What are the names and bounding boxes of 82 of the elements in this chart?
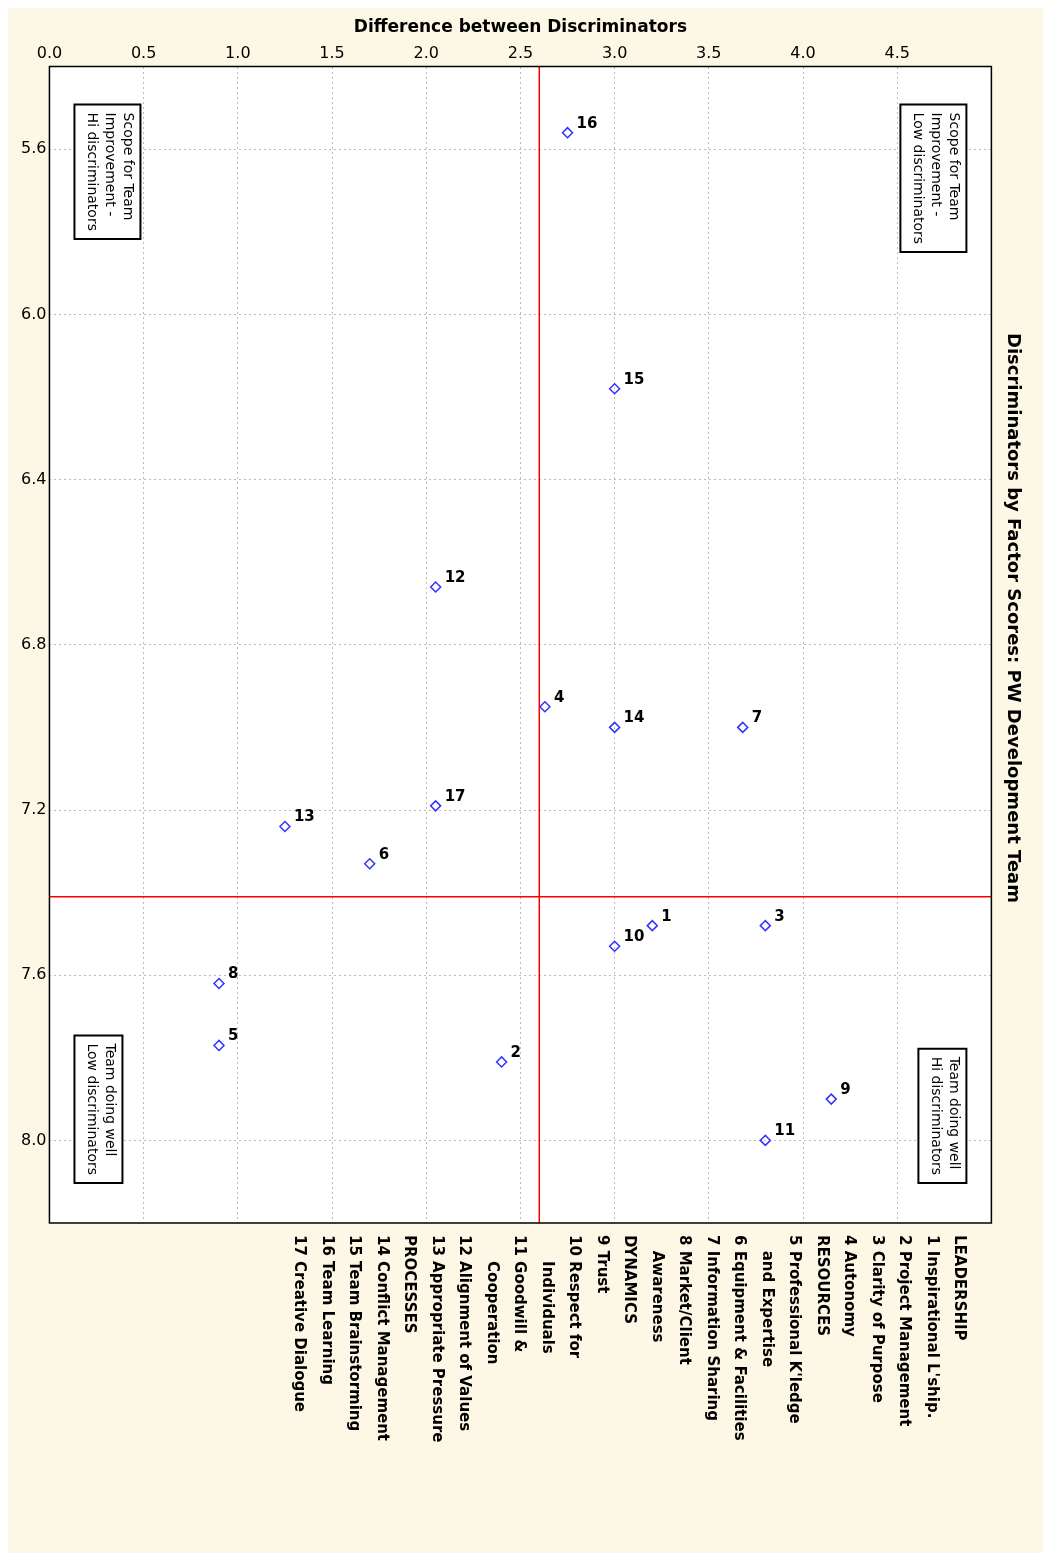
- text: 4 Autonomy: [841, 1235, 860, 1338]
- text: Discriminators by Factor Scores: PW Development Team: [1003, 332, 1025, 904]
- text: 7 Information Sharing: [703, 1235, 722, 1421]
- x-tick-label: 1.5: [319, 43, 345, 63]
- point: [736, 721, 749, 734]
- y-tick-label: 6.8: [20, 633, 47, 653]
- annotation: 16: [576, 113, 598, 132]
- text: RESOURCES: [813, 1235, 832, 1337]
- text: 10 Respect for: [566, 1235, 585, 1359]
- point: [363, 857, 376, 870]
- point: [759, 919, 772, 932]
- point: [495, 1056, 508, 1068]
- text: 2 Project Management: [896, 1235, 915, 1427]
- point: [608, 940, 621, 953]
- annotation: 12: [444, 567, 466, 586]
- annotation: 4: [553, 687, 565, 706]
- point: [279, 820, 291, 833]
- annotation: 8: [228, 964, 239, 983]
- x-tick-label: 0.0: [36, 43, 63, 63]
- point: [608, 721, 621, 734]
- text: 5 Professional K'ledge: [786, 1235, 805, 1424]
- text: 16 Team Learning: [318, 1235, 337, 1385]
- point: [213, 977, 225, 990]
- text: Awareness: [648, 1235, 667, 1343]
- annotation: 9: [840, 1079, 851, 1098]
- annotation: 13: [293, 807, 315, 826]
- text: 6 Equipment & Facilities: [731, 1235, 750, 1441]
- annotation: 6: [378, 844, 390, 863]
- annotation: Scope for Team Improvement - Hi discriminators: [84, 112, 137, 231]
- y-tick-label: 6.0: [20, 303, 47, 323]
- text: and Expertise: [758, 1235, 777, 1368]
- y-tick-label: 5.6: [20, 138, 47, 158]
- x-tick-label: 4.0: [790, 43, 816, 63]
- text: 11 Goodwill &: [511, 1235, 530, 1353]
- text: PROCESSES: [401, 1235, 420, 1334]
- text: 13 Appropriate Pressure: [428, 1235, 447, 1443]
- annotation: Team doing well Hi discriminators: [928, 1055, 963, 1176]
- x-axis-title: Difference between Discriminators: [353, 15, 688, 36]
- annotation: 10: [623, 927, 645, 946]
- text: 12 Alignment of Values: [456, 1235, 475, 1432]
- x-tick-label: 1.0: [225, 43, 251, 63]
- point: [646, 919, 659, 932]
- point: [759, 1134, 772, 1147]
- text: 15 Team Brainstorming: [346, 1235, 365, 1432]
- annotation: 7: [751, 708, 763, 727]
- y-tick-label: 8.0: [20, 1129, 47, 1149]
- text: Individuals: [538, 1235, 557, 1354]
- annotation: Team doing well Low discriminators: [84, 1042, 119, 1176]
- x-tick-label: 2.5: [507, 43, 534, 63]
- text: 17 Creative Dialogue: [291, 1235, 310, 1413]
- annotation: 1: [661, 906, 672, 925]
- x-tick-label: 0.5: [130, 43, 157, 63]
- text: 3 Clarity of Purpose: [868, 1235, 887, 1403]
- annotation: 5: [228, 1026, 239, 1045]
- point: [213, 1039, 225, 1052]
- annotation: 11: [774, 1121, 796, 1140]
- x-tick-label: 4.5: [884, 43, 910, 63]
- x-tick-label: 3.5: [696, 43, 722, 63]
- annotation: Scope for Team Improvement - Low discriminators: [910, 112, 963, 245]
- x-tick-label: 3.0: [601, 43, 628, 63]
- annotation: 14: [623, 708, 645, 727]
- point: [561, 126, 574, 139]
- text: 1 Inspirational L'ship.: [923, 1235, 942, 1419]
- y-tick-label: 7.6: [20, 964, 47, 984]
- annotation: 17: [444, 786, 466, 805]
- point: [608, 382, 621, 395]
- x-tick-label: 2.0: [413, 43, 439, 63]
- y-tick-label: 7.2: [20, 799, 47, 819]
- point: [429, 581, 442, 593]
- annotation: 15: [623, 369, 645, 388]
- text: DYNAMICS: [621, 1235, 640, 1324]
- annotation: 2: [510, 1042, 522, 1061]
- text: LEADERSHIP: [951, 1235, 970, 1341]
- text: 9 Trust: [593, 1235, 612, 1294]
- text: 14 Conflict Management: [373, 1235, 392, 1442]
- text: Cooperation: [483, 1235, 502, 1365]
- y-tick-label: 6.4: [20, 468, 47, 488]
- annotation: 3: [774, 906, 785, 925]
- point: [825, 1093, 838, 1105]
- point: [539, 701, 551, 713]
- text: 8 Market/Client: [676, 1235, 695, 1365]
- point: [429, 800, 442, 812]
